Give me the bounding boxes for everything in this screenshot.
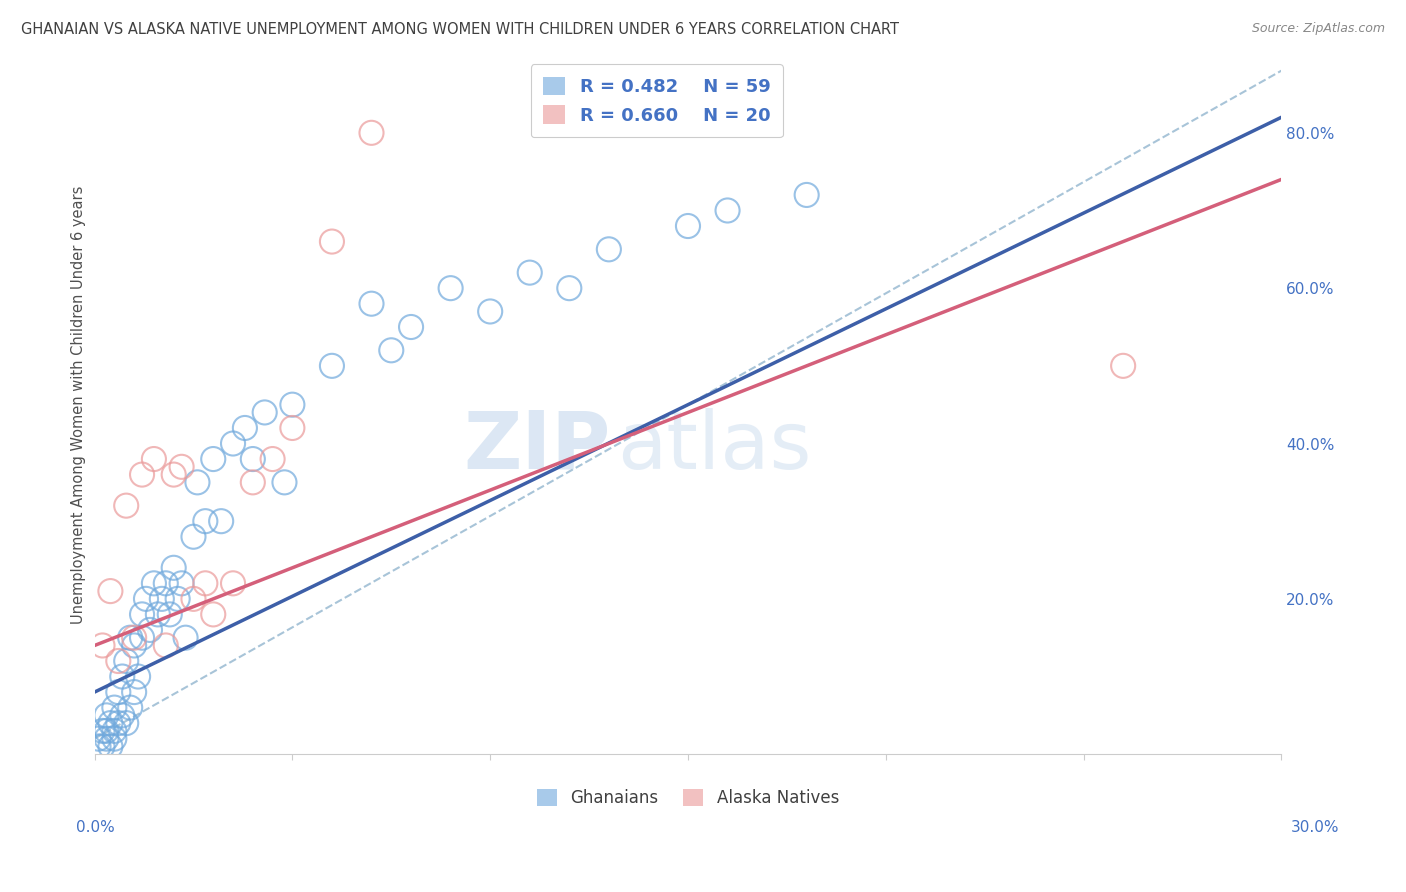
Point <box>519 266 541 280</box>
Point <box>222 436 245 450</box>
Point <box>281 398 304 412</box>
Point <box>183 591 205 606</box>
Text: 0.0%: 0.0% <box>76 821 115 835</box>
Point <box>233 421 256 435</box>
Point <box>183 530 205 544</box>
Point <box>91 739 114 754</box>
Text: GHANAIAN VS ALASKA NATIVE UNEMPLOYMENT AMONG WOMEN WITH CHILDREN UNDER 6 YEARS C: GHANAIAN VS ALASKA NATIVE UNEMPLOYMENT A… <box>21 22 898 37</box>
Point <box>91 639 114 653</box>
Point <box>146 607 169 622</box>
Point <box>155 576 177 591</box>
Point <box>142 452 165 467</box>
Point <box>115 499 138 513</box>
Point <box>96 723 118 738</box>
Point <box>163 561 186 575</box>
Point <box>170 576 193 591</box>
Point <box>142 576 165 591</box>
Point <box>186 475 208 490</box>
Point <box>194 514 217 528</box>
Point <box>107 716 129 731</box>
Point <box>111 669 134 683</box>
Point <box>439 281 461 295</box>
Legend: Ghanaians, Alaska Natives: Ghanaians, Alaska Natives <box>529 781 848 816</box>
Point <box>676 219 699 233</box>
Point <box>170 459 193 474</box>
Point <box>222 576 245 591</box>
Point <box>87 739 110 754</box>
Point <box>202 607 225 622</box>
Point <box>103 700 125 714</box>
Point <box>96 708 118 723</box>
Point <box>103 731 125 746</box>
Point <box>115 654 138 668</box>
Point <box>96 731 118 746</box>
Point <box>209 514 232 528</box>
Point <box>163 467 186 482</box>
Point <box>1112 359 1135 373</box>
Point <box>120 631 142 645</box>
Point <box>91 723 114 738</box>
Point <box>131 467 153 482</box>
Point <box>273 475 295 490</box>
Point <box>380 343 402 358</box>
Point <box>115 716 138 731</box>
Text: ZIP: ZIP <box>464 408 610 485</box>
Point <box>122 631 145 645</box>
Point <box>558 281 581 295</box>
Point <box>242 452 264 467</box>
Point <box>479 304 502 318</box>
Point <box>120 700 142 714</box>
Text: 30.0%: 30.0% <box>1291 821 1339 835</box>
Point <box>253 405 276 419</box>
Point <box>127 669 149 683</box>
Point <box>150 591 173 606</box>
Point <box>100 584 122 599</box>
Point <box>166 591 188 606</box>
Point <box>202 452 225 467</box>
Point <box>87 731 110 746</box>
Point <box>796 188 818 202</box>
Point <box>399 320 422 334</box>
Point <box>100 739 122 754</box>
Point <box>131 631 153 645</box>
Point <box>100 716 122 731</box>
Point <box>103 723 125 738</box>
Point <box>360 126 382 140</box>
Point <box>360 296 382 310</box>
Point <box>135 591 157 606</box>
Point <box>321 235 343 249</box>
Point <box>321 359 343 373</box>
Y-axis label: Unemployment Among Women with Children Under 6 years: Unemployment Among Women with Children U… <box>72 186 86 624</box>
Text: atlas: atlas <box>617 408 811 485</box>
Point <box>159 607 181 622</box>
Point <box>716 203 738 218</box>
Point <box>598 243 620 257</box>
Point <box>242 475 264 490</box>
Point <box>139 623 162 637</box>
Point <box>131 607 153 622</box>
Point <box>107 654 129 668</box>
Point <box>107 685 129 699</box>
Point <box>122 639 145 653</box>
Point <box>155 639 177 653</box>
Point <box>122 685 145 699</box>
Text: Source: ZipAtlas.com: Source: ZipAtlas.com <box>1251 22 1385 36</box>
Point <box>262 452 284 467</box>
Point <box>174 631 197 645</box>
Point <box>111 708 134 723</box>
Point <box>281 421 304 435</box>
Point <box>194 576 217 591</box>
